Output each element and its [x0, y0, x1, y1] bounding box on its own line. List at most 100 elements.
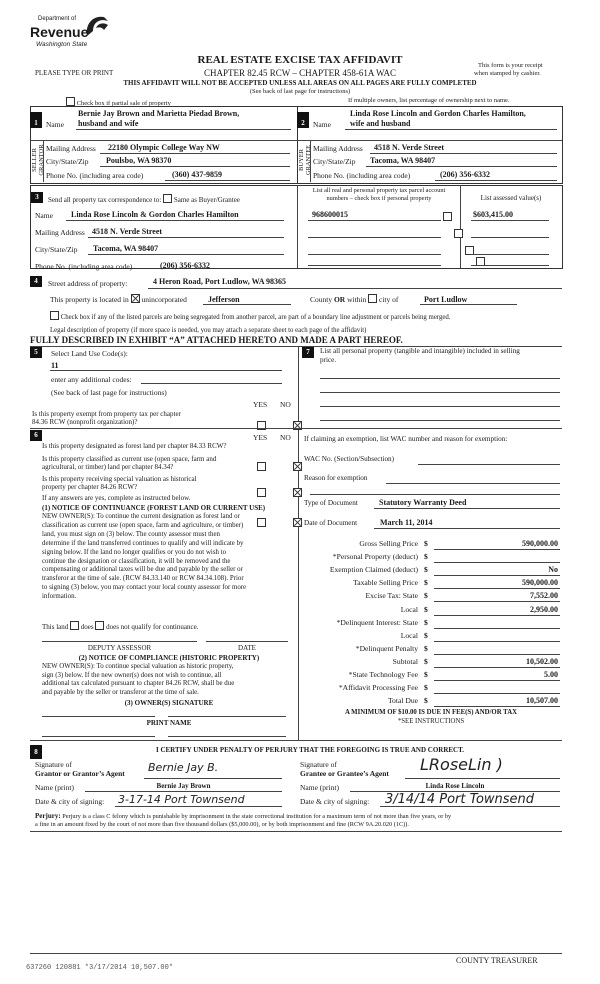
amount-value[interactable]: 590,000.00 — [522, 578, 558, 588]
amount-value[interactable]: 590,000.00 — [522, 539, 558, 548]
grantee-date-label: Date & city of signing: — [300, 797, 370, 806]
land-use-instructions: (See back of last page for instructions) — [51, 388, 167, 397]
print-name-label: PRINT NAME — [146, 719, 192, 727]
correspondence-label: Send all property tax correspondence to:… — [48, 194, 240, 204]
amount-value[interactable]: 2,950.00 — [530, 604, 558, 614]
see-instructions: *SEE INSTRUCTIONS — [397, 718, 465, 725]
grantee-date-city[interactable]: 3/14/14 Port Townsend — [385, 792, 535, 807]
amount-value[interactable]: 10,507.00 — [526, 696, 558, 706]
grantor-signature[interactable]: Bernie Jay B. — [148, 761, 219, 774]
land-use-code[interactable]: 11 — [51, 361, 59, 370]
buyer-address[interactable]: 4518 N. Verde Street — [374, 143, 445, 152]
s6-q1-text: Is this property designated as forest la… — [42, 442, 227, 450]
section-5-badge: 5 — [30, 347, 42, 358]
city-checkbox[interactable] — [368, 294, 378, 303]
doc-type[interactable]: Statutory Warranty Deed — [379, 498, 467, 507]
unincorporated-checkbox[interactable] — [130, 294, 140, 303]
grantor-date-city[interactable]: 3-17-14 Port Townsend — [118, 793, 245, 806]
street-label: Street address of property: — [48, 279, 128, 288]
exempt-yes-header: YES — [253, 400, 268, 409]
agency-line1: Department of — [38, 16, 77, 22]
amount-value[interactable]: 7,552.00 — [530, 591, 558, 601]
does-qualify-checkbox[interactable] — [70, 621, 79, 630]
doc-date-label: Date of Document — [304, 519, 358, 527]
s6-q1-no-checkbox[interactable] — [292, 462, 302, 471]
s6-q2-no-checkbox[interactable] — [292, 488, 302, 497]
partial-sale-checkbox[interactable] — [66, 97, 75, 106]
grantee-signature[interactable]: LRoseLin ) — [420, 755, 503, 774]
seller-address[interactable]: 22180 Olympic College Way NW — [108, 143, 220, 152]
notice-line: information. — [42, 593, 77, 601]
property-county[interactable]: Jefferson — [208, 295, 240, 304]
city-of-label: city of — [379, 295, 399, 304]
section-1-badge: 1 — [30, 112, 42, 128]
currency-sign: $ — [424, 630, 428, 640]
property-street[interactable]: 4 Heron Road, Port Ludlow, WA 98365 — [153, 277, 287, 286]
parcel-number-1[interactable]: 968600015 — [312, 210, 348, 219]
seller-side-label: SELLER GRANTOR — [31, 144, 45, 176]
legal-description[interactable]: FULLY DESCRIBED IN EXHIBIT “A” ATTACHED … — [30, 335, 403, 345]
does-not-qualify-checkbox[interactable] — [95, 621, 105, 630]
does-label: does — [80, 623, 94, 631]
amount-label: Exemption Claimed (deduct) — [329, 565, 418, 575]
exempt-no-checkbox[interactable] — [292, 421, 302, 430]
parcel-personal-checkbox-2[interactable] — [453, 229, 463, 238]
amount-value[interactable]: No — [548, 565, 558, 575]
grantee-name[interactable]: Linda Rose Lincoln — [425, 782, 485, 790]
buyer-phone[interactable]: (206) 356-6332 — [440, 170, 490, 179]
corr-city-label: City/State/Zip — [35, 245, 78, 254]
s6-yes-header: YES — [253, 433, 268, 442]
amount-label: Gross Selling Price — [359, 539, 418, 548]
legal-label: Legal description of property (if more s… — [50, 327, 367, 334]
parcel-assessed-1[interactable]: $603,415.00 — [473, 210, 513, 219]
seller-city-label: City/State/Zip — [46, 157, 89, 166]
section-4-badge: 4 — [30, 276, 42, 287]
chapter-line: CHAPTER 82.45 RCW – CHAPTER 458-61A WAC — [204, 68, 396, 78]
notice-line: land, you must sign on (3) below. The co… — [42, 530, 220, 538]
property-city[interactable]: Port Ludlow — [424, 295, 468, 304]
seller-name-line1: Bernie Jay Brown and Marietta Piedad Bro… — [78, 109, 240, 118]
correspondence-box — [30, 185, 563, 269]
buyer-city[interactable]: Tacoma, WA 98407 — [370, 156, 436, 165]
this-land-label: This land — [42, 623, 69, 631]
form-title: REAL ESTATE EXCISE TAX AFFIDAVIT — [197, 54, 403, 66]
corr-address[interactable]: 4518 N. Verde Street — [92, 227, 163, 236]
wac-input[interactable] — [418, 464, 560, 465]
instructions-line: (See back of last page for instructions) — [249, 88, 351, 95]
amount-value[interactable]: 5.00 — [544, 670, 558, 679]
corr-phone[interactable]: (206) 356-6332 — [160, 261, 210, 270]
s6-q3-yes-checkbox[interactable] — [257, 518, 266, 527]
seller-city[interactable]: Poulsbo, WA 98370 — [106, 156, 172, 165]
s6-q2-yes-checkbox[interactable] — [257, 488, 266, 497]
parcel-header-1: List all real and personal property tax … — [312, 187, 446, 194]
grantor-name[interactable]: Bernie Jay Brown — [156, 782, 211, 790]
corr-city[interactable]: Tacoma, WA 98407 — [93, 244, 159, 253]
exempt-yes-checkbox[interactable] — [257, 421, 266, 430]
cashier-stamp: 637260 120881 *3/17/2014 10,507.00* — [26, 964, 174, 972]
notice-line: signing below. If the land no longer qua… — [42, 548, 227, 556]
minimum-note: A MINIMUM OF $10.00 IS DUE IN FEE(S) AND… — [344, 709, 518, 716]
corr-name[interactable]: Linda Rose Lincoln & Gordon Charles Hami… — [71, 210, 239, 219]
notice-line: transferor at the time of sale. (RCW 84.… — [42, 575, 244, 583]
amount-value[interactable]: 10,502.00 — [526, 656, 558, 666]
s6-q2-line2: agricultural, or timber) land per chapte… — [42, 463, 174, 471]
reason-label: Reason for exemption — [304, 474, 368, 482]
segregated-checkbox[interactable] — [50, 311, 59, 320]
assessed-header: List assessed value(s) — [480, 194, 542, 202]
seller-phone[interactable]: (360) 437-9859 — [172, 170, 222, 179]
same-as-buyer-checkbox[interactable] — [163, 194, 173, 203]
certify-line: I CERTIFY UNDER PENALTY OF PERJURY THAT … — [155, 746, 464, 754]
doc-date[interactable]: March 11, 2014 — [380, 518, 433, 527]
unincorporated-label: unincorporated — [141, 295, 187, 304]
owner-signature-label: (3) OWNER(S) SIGNATURE — [124, 699, 214, 707]
s6-q3-no-checkbox[interactable] — [292, 518, 302, 527]
county-or-row: County OR within city of — [310, 294, 398, 304]
parcel-personal-checkbox-3[interactable] — [464, 246, 474, 255]
reason-input[interactable] — [386, 483, 560, 484]
s6-q1-yes-checkbox[interactable] — [257, 462, 266, 471]
segregated-label: Check box if any of the listed parcels a… — [60, 314, 451, 321]
personal-property-label-2: price. — [320, 356, 337, 364]
parcel-personal-checkbox-1[interactable] — [443, 212, 452, 221]
partial-sale-check[interactable]: Check box if partial sale of property — [66, 97, 171, 107]
personal-property-label-1: List all personal property (tangible and… — [320, 347, 520, 355]
